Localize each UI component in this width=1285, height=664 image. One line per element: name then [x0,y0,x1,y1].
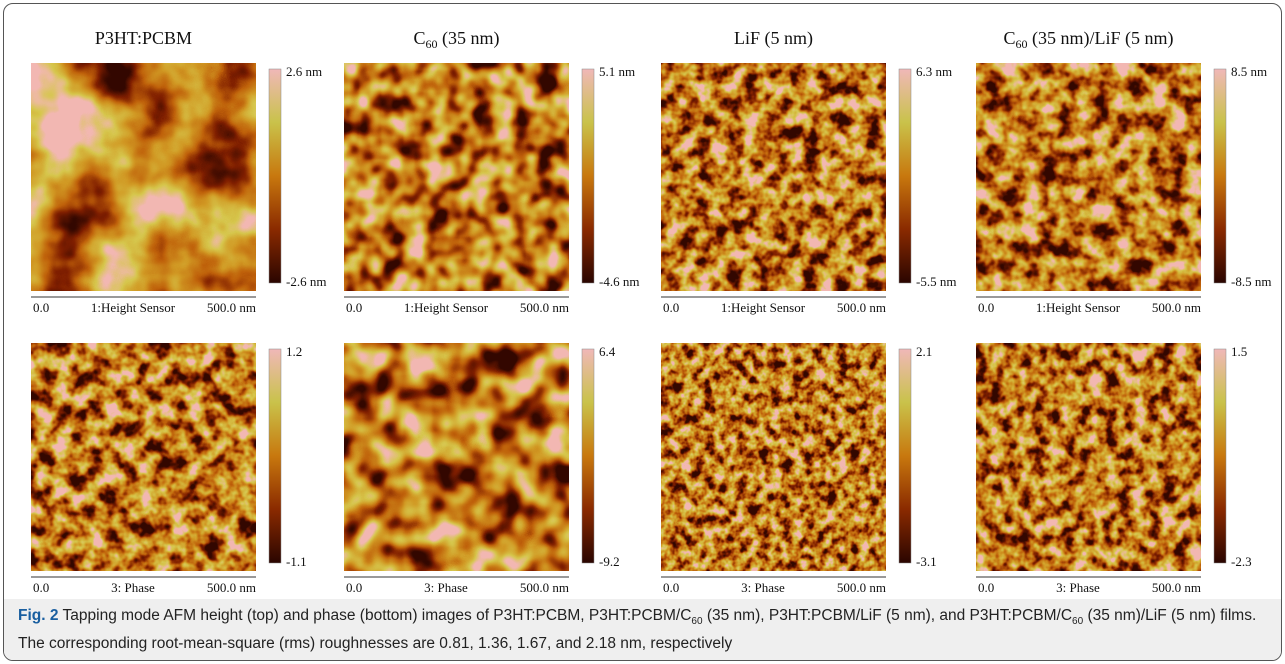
caption: Fig. 2 Tapping mode AFM height (top) and… [4,599,1281,660]
axis-end: 500.0 nm [520,300,569,315]
panel-title: C60 (35 nm) [413,28,499,51]
panel-title: LiF (5 nm) [734,28,813,49]
title-text: C [413,28,425,48]
axis-end: 500.0 nm [837,580,886,595]
title-text: LiF (5 nm) [734,28,813,49]
axis-end: 500.0 nm [207,580,256,595]
color-bar [1213,68,1227,284]
title-text: (35 nm)/LiF (5 nm) [1028,28,1174,49]
scale-min: -4.6 nm [599,274,639,289]
axis-start: 0.0 [346,580,362,595]
caption-text: (35 nm)/LiF (5 nm) films. The correspond… [18,607,1257,653]
axis-start: 0.0 [663,580,679,595]
axis-start: 0.0 [978,300,994,315]
scale-max: 1.5 [1231,344,1247,359]
subscript: 60 [1016,37,1028,51]
color-bar [581,348,595,564]
scale-min: -8.5 nm [1231,274,1271,289]
axis-start: 0.0 [346,300,362,315]
color-bar [268,348,282,564]
channel-label: 1:Height Sensor [1036,300,1121,315]
scale-min: -3.1 [916,554,937,569]
scale-min: -1.1 [286,554,307,569]
axis-start: 0.0 [33,300,49,315]
color-bar [898,68,912,284]
color-bar [1213,348,1227,564]
channel-label: 1:Height Sensor [721,300,806,315]
caption-text: Tapping mode AFM height (top) and phase … [62,607,692,624]
axis-end: 500.0 nm [837,300,886,315]
axis-start: 0.0 [978,580,994,595]
axis-end: 500.0 nm [520,580,569,595]
panel-title: P3HT:PCBM [95,28,192,48]
figure-panels: P3HT:PCBM C60 (35 nm) LiF (5 nm) C60 (35 nm… [31,28,1271,595]
title-text: P3HT:PCBM [95,28,192,48]
color-bar [268,68,282,284]
axis-end: 500.0 nm [1152,300,1201,315]
afm-image [31,63,256,291]
scale-min: -9.2 [599,554,620,569]
caption-subscript: 60 [1072,616,1084,628]
color-bar [898,348,912,564]
scale-max: 6.4 [599,344,616,359]
caption-label: Fig. 2 [18,607,59,624]
afm-image [976,63,1201,291]
scale-max: 5.1 nm [599,64,635,79]
axis-start: 0.0 [663,300,679,315]
panel-title: C60 (35 nm)/LiF (5 nm) [1003,28,1173,51]
channel-label: 3: Phase [111,580,155,595]
caption-subscript: 60 [691,616,703,628]
scale-max: 2.6 nm [286,64,322,79]
axis-end: 500.0 nm [207,300,256,315]
channel-label: 1:Height Sensor [91,300,176,315]
subscript: 60 [426,37,438,51]
channel-label: 3: Phase [424,580,468,595]
scale-min: -2.6 nm [286,274,326,289]
color-bar [581,68,595,284]
scale-min: -2.3 [1231,554,1252,569]
afm-image [31,343,256,571]
title-text: (35 nm) [438,28,500,49]
channel-label: 3: Phase [1056,580,1100,595]
channel-label: 1:Height Sensor [404,300,489,315]
afm-image [344,63,569,291]
channel-label: 3: Phase [741,580,785,595]
scale-max: 2.1 [916,344,932,359]
afm-image [976,343,1201,571]
scale-min: -5.5 nm [916,274,956,289]
afm-image [661,63,886,291]
caption-text: (35 nm), P3HT:PCBM/LiF (5 nm), and P3HT:… [702,607,1073,624]
figure: P3HT:PCBM C60 (35 nm) LiF (5 nm) C60 (35 nm… [3,3,1282,661]
axis-start: 0.0 [33,580,49,595]
title-text: C [1003,28,1015,48]
afm-image [661,343,886,571]
scale-max: 8.5 nm [1231,64,1267,79]
scale-max: 1.2 [286,344,302,359]
afm-image [344,343,569,571]
axis-end: 500.0 nm [1152,580,1201,595]
scale-max: 6.3 nm [916,64,952,79]
